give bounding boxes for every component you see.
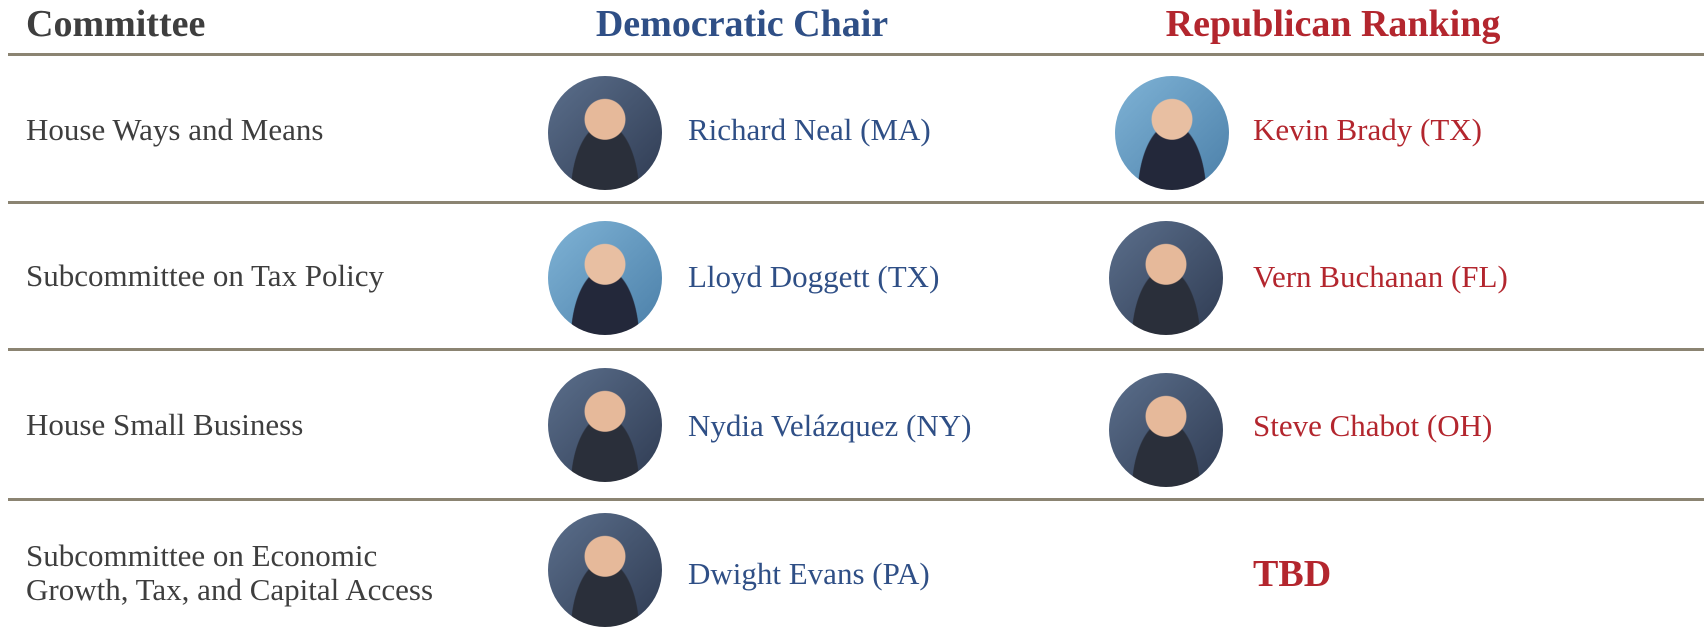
- header-democratic-chair: Democratic Chair: [596, 2, 888, 46]
- democratic-chair: Dwight Evans (PA): [688, 557, 930, 591]
- header-committee: Committee: [26, 2, 205, 46]
- divider: [8, 498, 1704, 501]
- committee: Subcommittee on Economic Growth, Tax, an…: [26, 539, 456, 607]
- page: Committee Democratic Chair Republican Ra…: [0, 0, 1708, 627]
- republican-ranking: TBD: [1253, 557, 1331, 591]
- divider: [8, 53, 1704, 56]
- republican-ranking: Vern Buchanan (FL): [1253, 260, 1508, 294]
- republican-ranking: Steve Chabot (OH): [1253, 409, 1492, 443]
- committee: House Ways and Means: [26, 113, 456, 147]
- photo: [548, 76, 662, 190]
- photo: [548, 368, 662, 482]
- committee: Subcommittee on Tax Policy: [26, 259, 456, 293]
- divider: [8, 201, 1704, 204]
- photo: [548, 221, 662, 335]
- democratic-chair: Richard Neal (MA): [688, 113, 931, 147]
- committee: House Small Business: [26, 408, 456, 442]
- republican-ranking: Kevin Brady (TX): [1253, 113, 1482, 147]
- photo: [1109, 221, 1223, 335]
- divider: [8, 348, 1704, 351]
- photo: [1109, 373, 1223, 487]
- democratic-chair: Nydia Velázquez (NY): [688, 409, 971, 443]
- photo: [1115, 76, 1229, 190]
- democratic-chair: Lloyd Doggett (TX): [688, 260, 939, 294]
- header-republican-ranking: Republican Ranking: [1166, 2, 1501, 46]
- photo: [548, 513, 662, 627]
